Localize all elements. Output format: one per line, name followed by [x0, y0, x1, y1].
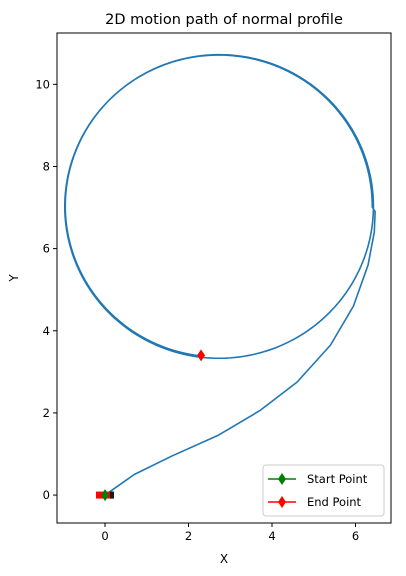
- y-axis-ticks: 0 2 4 6 8 10: [35, 77, 57, 502]
- axes-border: [56, 32, 392, 524]
- legend-end-marker: [278, 496, 286, 508]
- legend-start-label: Start Point: [307, 472, 368, 486]
- legend: Start Point End Point: [262, 464, 385, 517]
- y-tick-label: 4: [43, 324, 50, 338]
- data-marks: [63, 53, 376, 502]
- x-tick-label: 0: [101, 529, 108, 543]
- x-tick-label: 2: [185, 529, 192, 543]
- plot-area: [56, 32, 392, 524]
- vehicle-front-marker: [110, 491, 115, 499]
- legend-box: [262, 464, 385, 517]
- x-tick-label: 4: [268, 529, 275, 543]
- x-tick-label: 6: [352, 529, 359, 543]
- y-tick-label: 6: [43, 242, 50, 256]
- y-tick-label: 10: [35, 77, 50, 91]
- legend-end-label: End Point: [307, 495, 362, 509]
- y-tick-label: 2: [43, 406, 50, 420]
- end-point-marker: [197, 349, 206, 362]
- y-tick-label: 8: [43, 159, 50, 173]
- y-tick-label: 0: [43, 488, 50, 502]
- legend-start-marker: [278, 473, 286, 485]
- motion-path-line: [63, 53, 376, 496]
- x-axis-label: X: [220, 552, 228, 566]
- start-point-marker: [101, 489, 110, 502]
- axes-frame: [57, 33, 391, 523]
- chart-title: 2D motion path of normal profile: [105, 12, 343, 28]
- x-axis-ticks: 0 2 4 6: [101, 523, 359, 543]
- y-axis-label: Y: [7, 274, 21, 283]
